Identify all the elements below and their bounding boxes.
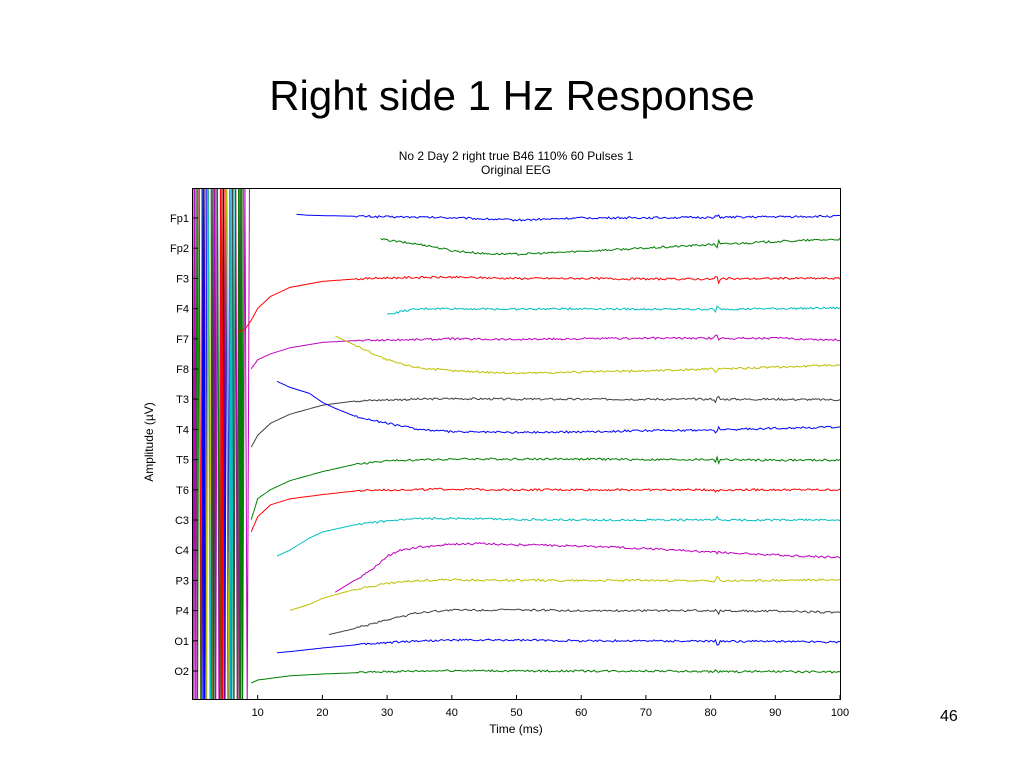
trace-f3 — [238, 275, 840, 333]
trace-f8 — [335, 335, 840, 375]
channel-label-fp1: Fp1 — [170, 213, 189, 225]
trace-f7 — [250, 334, 840, 370]
chart-title: No 2 Day 2 right true B46 110% 60 Pulses… — [398, 149, 634, 163]
x-tick-label: 70 — [640, 707, 652, 719]
channel-label-t3: T3 — [176, 394, 189, 406]
channel-label-c4: C4 — [175, 545, 189, 557]
x-tick-label: 50 — [510, 707, 522, 719]
channel-label-f8: F8 — [176, 364, 189, 376]
trace-c3 — [276, 515, 840, 557]
channel-label-p4: P4 — [176, 606, 189, 618]
trace-c4 — [335, 542, 840, 593]
x-tick-label: 60 — [575, 707, 587, 719]
trace-group — [193, 189, 840, 700]
x-axis-label: Time (ms) — [489, 722, 543, 736]
x-tick-label: 40 — [446, 707, 458, 719]
channel-label-o2: O2 — [174, 666, 189, 678]
trace-o1 — [277, 638, 840, 654]
trace-t3 — [250, 395, 840, 448]
trace-fp2 — [380, 237, 840, 256]
channel-label-t6: T6 — [176, 485, 189, 497]
channel-label-t4: T4 — [176, 424, 189, 436]
trace-t4 — [276, 380, 840, 434]
x-tick-label: 100 — [831, 707, 849, 719]
axes-group: 10 20 30 40 50 60 70 80 90 100 Fp1 Fp2 F3 F4 F7 F8 T3 T4 T… — [170, 213, 849, 719]
channel-label-t5: T5 — [176, 455, 189, 467]
slide-title: Right side 1 Hz Response — [269, 72, 755, 119]
channel-label-p3: P3 — [176, 575, 189, 587]
x-tick-label: 20 — [316, 707, 328, 719]
channel-label-f7: F7 — [176, 334, 189, 346]
channel-label-fp2: Fp2 — [170, 243, 189, 255]
trace-fp1 — [296, 213, 840, 222]
channel-label-o1: O1 — [174, 636, 189, 648]
plot-frame — [192, 188, 841, 700]
chart-subtitle: Original EEG — [480, 163, 552, 177]
trace-f4 — [386, 305, 840, 315]
page-number: 46 — [940, 708, 958, 725]
trace-t6 — [250, 487, 840, 532]
x-tick-label: 10 — [252, 707, 264, 719]
channel-label-c3: C3 — [175, 515, 189, 527]
channel-label-f4: F4 — [176, 304, 189, 316]
channel-label-f3: F3 — [176, 273, 189, 285]
x-tick-label: 90 — [769, 707, 781, 719]
trace-o2 — [250, 669, 840, 684]
trace-p4 — [328, 608, 840, 636]
x-tick-label: 30 — [381, 707, 393, 719]
trace-p3 — [289, 575, 840, 611]
x-tick-label: 80 — [704, 707, 716, 719]
trace-t5 — [250, 455, 840, 520]
